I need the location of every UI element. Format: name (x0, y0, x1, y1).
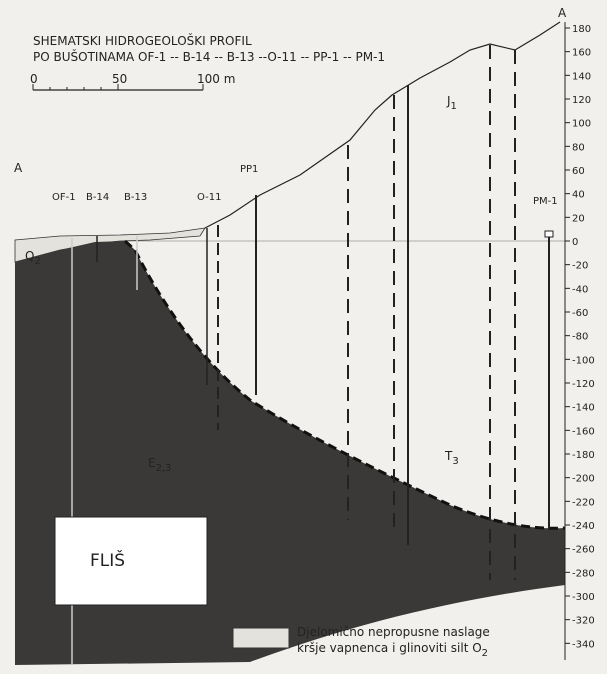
scale-label: 100 m (197, 72, 235, 86)
unit-label: Q2 (25, 249, 41, 267)
tick-label: -300 (572, 592, 595, 603)
tick-label: 140 (572, 71, 591, 82)
legend-swatch (232, 627, 290, 649)
tick-label: 20 (572, 213, 585, 224)
tick-label: 0 (572, 237, 578, 248)
tick-label: -140 (572, 403, 595, 414)
topography (204, 21, 561, 229)
tick-label: 40 (572, 190, 585, 201)
tick-label: -180 (572, 450, 595, 461)
unit-label: T3 (444, 449, 459, 467)
tick-label: 100 (572, 119, 591, 130)
tick-label: 80 (572, 142, 585, 153)
well-label: B-13 (124, 192, 147, 203)
legend-text: Djelomično nepropusne naslage (297, 625, 490, 639)
tick-label: 120 (572, 95, 591, 106)
tick-label: -320 (572, 616, 595, 627)
flysch-box (54, 516, 208, 606)
unit-label: E2,3 (148, 456, 172, 474)
tick-label: -260 (572, 545, 595, 556)
tick-label: -340 (572, 639, 595, 650)
tick-label: -120 (572, 379, 595, 390)
contact-line (123, 239, 566, 530)
tick-label: -80 (572, 332, 588, 343)
scale-label: 50 (112, 72, 127, 86)
title-line: SHEMATSKI HIDROGEOLOŠKI PROFIL (33, 33, 252, 48)
tick-label: -60 (572, 308, 588, 319)
unit-label: J1 (446, 94, 457, 112)
well-label: OF-1 (52, 192, 76, 203)
section-end: A (558, 6, 567, 20)
tick-label: -40 (572, 284, 588, 295)
tick-label: -160 (572, 426, 595, 437)
title-line: PO BUŠOTINAMA OF-1 -- B-14 -- B-13 --O-1… (33, 49, 385, 64)
tick-label: -20 (572, 261, 588, 272)
tick-label: -280 (572, 568, 595, 579)
well-label: PM-1 (533, 196, 558, 207)
tick-label: 160 (572, 48, 591, 59)
legend-text: kršje vapnenca i glinoviti silt O2 (297, 641, 488, 659)
section-end: A (14, 161, 23, 175)
well-label: B-14 (86, 192, 109, 203)
unit-label: FLIŠ (90, 549, 125, 571)
tick-label: -100 (572, 355, 595, 366)
tick-label: 180 (572, 24, 591, 35)
tick-label: 60 (572, 166, 585, 177)
well-label: PP1 (240, 164, 258, 175)
scale-bar (32, 84, 204, 91)
well-label: O-11 (197, 192, 221, 203)
tick-label: -240 (572, 521, 595, 532)
tick-label: -220 (572, 497, 595, 508)
elevation-ticks: 180 160 140 120 100 80 60 40 20 0 -20 -40 -60 -80 -100… (565, 24, 595, 650)
tick-label: -200 (572, 474, 595, 485)
scale-label: 0 (30, 72, 38, 86)
